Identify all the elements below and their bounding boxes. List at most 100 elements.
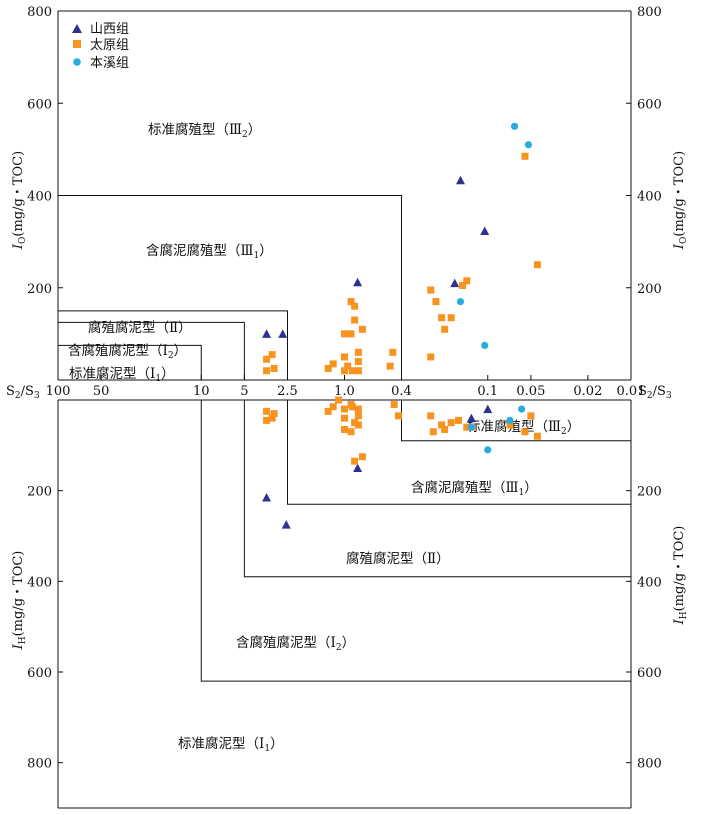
- upper-point-square: [263, 355, 271, 363]
- upper-region-i1: 标准腐泥型（Ⅰ1）: [69, 366, 175, 384]
- x-axis-label-left: S2/S3: [6, 384, 40, 401]
- lower-point-square: [354, 412, 362, 420]
- lower-y-tick-label-right: 800: [637, 757, 662, 772]
- lower-point-square: [351, 457, 359, 465]
- upper-point-square: [351, 302, 359, 310]
- lower-point-circle: [484, 446, 492, 454]
- lower-point-square: [506, 421, 514, 429]
- upper-region-boundaries: [58, 195, 403, 380]
- upper-y-tick-label-left: 200: [27, 282, 52, 297]
- lower-point-square: [463, 423, 471, 431]
- upper-region-iii2: 标准腐殖型（Ⅲ2）: [148, 121, 261, 140]
- upper-point-circle: [481, 341, 489, 350]
- lower-point-circle: [518, 405, 526, 413]
- x-tick-label: 0.4: [391, 384, 412, 399]
- upper-point-square: [341, 367, 348, 375]
- lower-y-tick-label-right: 200: [637, 485, 662, 500]
- upper-boundary-line: [58, 321, 245, 380]
- lower-y-axis-title-right: IH(mg/g・TOC): [672, 526, 689, 626]
- upper-point-circle: [524, 141, 533, 149]
- lower-y-axis-title-left: IH(mg/g・TOC): [11, 551, 28, 651]
- lower-region-boundaries: [200, 400, 631, 682]
- lower-point-square: [438, 421, 446, 429]
- x-tick-label: 0.01: [617, 384, 646, 399]
- upper-point-square: [344, 362, 352, 370]
- x-axis-label-right: S2/S3: [638, 384, 672, 401]
- lower-point-square: [429, 428, 437, 436]
- lower-point-triangle: [353, 463, 363, 472]
- upper-region-iii1: 含腐泥腐殖型（Ⅲ1）: [146, 242, 273, 261]
- lower-region-iii1: 含腐泥腐殖型（Ⅲ1）: [411, 479, 538, 498]
- lower-boundary-line: [286, 400, 631, 505]
- x-axis-ticks: 100 50 10 5 2.5 1.0 0.4 0.1 0.05 0.02 0.01: [46, 375, 646, 399]
- lower-region-i2: 含腐殖腐泥型（Ⅰ2）: [236, 634, 355, 653]
- upper-point-square: [533, 261, 541, 269]
- upper-point-square: [270, 364, 278, 372]
- legend: 山西组 太原组 本溪组: [72, 22, 129, 71]
- upper-point-square: [427, 353, 435, 361]
- upper-point-square: [354, 348, 362, 356]
- lower-point-square: [354, 405, 362, 413]
- upper-point-triangle: [353, 277, 363, 287]
- upper-y-tick-label-right: 800: [637, 5, 662, 20]
- lower-region-iii2: 标准腐殖型（Ⅲ2）: [467, 418, 580, 437]
- lower-point-square: [521, 428, 529, 436]
- upper-point-square: [354, 358, 362, 366]
- upper-point-square: [348, 367, 356, 375]
- legend-marker-shanxi: [72, 24, 82, 33]
- lower-point-square: [341, 405, 348, 413]
- upper-point-square: [432, 298, 440, 306]
- upper-point-square: [347, 298, 355, 306]
- y-axis-ticks: 200 200 400 400 600 600 800 800 200 200 400 400 600 6…: [27, 5, 662, 772]
- lower-point-square: [341, 414, 348, 422]
- lower-point-square: [348, 403, 356, 411]
- upper-point-square: [263, 367, 271, 375]
- x-tick-label: 1.0: [334, 384, 355, 399]
- data-points: [262, 122, 541, 529]
- upper-point-square: [358, 325, 366, 333]
- lower-point-square: [324, 407, 332, 415]
- upper-point-circle: [456, 297, 465, 306]
- lower-y-tick-label-left: 600: [27, 666, 52, 681]
- lower-point-square: [427, 412, 435, 420]
- legend-marker-taiyuan: [73, 40, 81, 48]
- upper-point-square: [463, 277, 471, 285]
- x-tick-label: 100: [46, 384, 71, 399]
- lower-point-circle: [506, 416, 514, 424]
- lower-region-ii: 腐殖腐泥型（Ⅱ）: [346, 550, 450, 567]
- lower-point-circle: [467, 423, 476, 431]
- lower-y-tick-label-right: 600: [637, 666, 662, 681]
- lower-point-square: [263, 407, 271, 415]
- upper-y-axis-title-left: IO(mg/g・TOC): [11, 151, 28, 250]
- legend-label-benxi: 本溪组: [90, 56, 129, 71]
- upper-point-square: [351, 316, 359, 324]
- upper-point-square: [324, 364, 332, 372]
- x-tick-label: 0.05: [516, 384, 545, 399]
- upper-point-square: [386, 362, 394, 370]
- upper-y-tick-label-right: 200: [637, 282, 662, 297]
- upper-point-triangle: [480, 226, 490, 236]
- upper-point-square: [329, 360, 337, 368]
- lower-y-tick-label-right: 400: [637, 575, 662, 590]
- upper-point-square: [447, 314, 455, 322]
- lower-point-square: [329, 403, 337, 411]
- legend-label-shanxi: 山西组: [90, 22, 129, 37]
- legend-marker-benxi: [73, 58, 81, 66]
- lower-y-tick-label-left: 400: [27, 575, 52, 590]
- upper-point-square: [341, 330, 348, 338]
- lower-point-square: [394, 412, 402, 420]
- lower-point-triangle: [262, 492, 272, 502]
- x-tick-label: 0.1: [477, 384, 498, 399]
- legend-label-taiyuan: 太原组: [90, 38, 129, 53]
- upper-region-i2: 含腐殖腐泥型（Ⅰ2）: [68, 342, 187, 361]
- lower-y-tick-label-left: 800: [27, 757, 52, 772]
- lower-point-square: [533, 432, 541, 440]
- upper-point-square: [268, 351, 276, 359]
- lower-boundary-line: [200, 400, 631, 682]
- upper-y-tick-label-right: 600: [637, 97, 662, 112]
- lower-region-i1: 标准腐泥型（Ⅰ1）: [178, 736, 284, 754]
- lower-y-tick-label-left: 200: [27, 485, 52, 500]
- upper-point-square: [521, 152, 529, 160]
- upper-y-tick-label-left: 800: [27, 5, 52, 20]
